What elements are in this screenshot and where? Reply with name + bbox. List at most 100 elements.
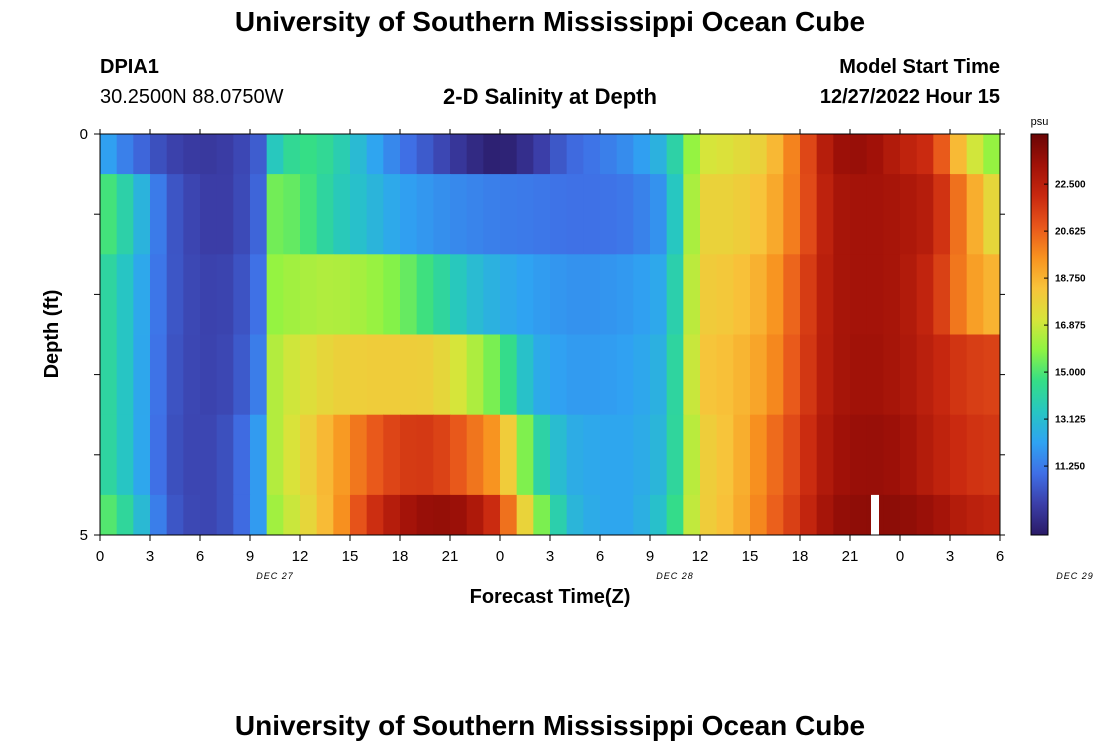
heatmap-cell xyxy=(183,414,201,496)
heatmap-cell xyxy=(883,254,901,335)
heatmap-cell xyxy=(700,494,718,535)
heatmap-cell xyxy=(766,254,784,335)
heatmap-cells xyxy=(100,134,1000,535)
heatmap-cell xyxy=(383,334,401,416)
x-tick-label: 9 xyxy=(646,548,654,565)
heatmap-cell xyxy=(833,494,851,535)
heatmap-cell xyxy=(333,414,351,496)
heatmap-cell xyxy=(716,494,734,535)
heatmap-cell xyxy=(783,134,801,175)
heatmap-cell xyxy=(483,414,501,496)
heatmap-cell xyxy=(750,174,768,255)
x-tick-label: 9 xyxy=(246,548,254,565)
heatmap-cell xyxy=(166,494,184,535)
heatmap-cell xyxy=(266,134,284,175)
heatmap-cell xyxy=(600,174,618,255)
heatmap-cell xyxy=(483,494,501,535)
heatmap-cell xyxy=(800,334,818,416)
colorbar-tick-label: 18.750 xyxy=(1055,274,1086,285)
heatmap-cell xyxy=(783,254,801,335)
heatmap-cell xyxy=(433,254,451,335)
heatmap-cell xyxy=(316,254,334,335)
heatmap-cell xyxy=(550,494,568,535)
heatmap-cell xyxy=(766,334,784,416)
heatmap-cell xyxy=(750,334,768,416)
heatmap-cell xyxy=(250,494,268,535)
heatmap-cell xyxy=(200,414,218,496)
heatmap-cell xyxy=(666,334,684,416)
heatmap-cell xyxy=(816,334,834,416)
heatmap-cell xyxy=(400,414,418,496)
heatmap-cell xyxy=(683,494,701,535)
colorbar-tick-label: 16.875 xyxy=(1055,321,1086,332)
heatmap-cell xyxy=(483,134,501,175)
heatmap-cell xyxy=(766,174,784,255)
heatmap-cell xyxy=(750,494,768,535)
heatmap-cell xyxy=(366,334,384,416)
heatmap-cell xyxy=(533,334,551,416)
heatmap-cell xyxy=(483,174,501,255)
heatmap-cell xyxy=(116,334,134,416)
heatmap-cell xyxy=(233,334,251,416)
heatmap-cell xyxy=(900,494,918,535)
x-tick-label: 0 xyxy=(96,548,104,565)
heatmap-cell xyxy=(583,134,601,175)
heatmap-cell xyxy=(166,254,184,335)
heatmap-cell xyxy=(383,494,401,535)
heatmap-cell xyxy=(733,254,751,335)
heatmap-cell xyxy=(683,414,701,496)
heatmap-cell xyxy=(433,414,451,496)
heatmap-cell xyxy=(416,134,434,175)
heatmap-cell xyxy=(716,134,734,175)
heatmap-cell xyxy=(450,334,468,416)
model-start-label: Model Start Time xyxy=(839,56,1000,78)
heatmap-cell xyxy=(433,174,451,255)
heatmap-cell xyxy=(550,334,568,416)
heatmap-cell xyxy=(866,414,884,496)
heatmap-cell xyxy=(116,134,134,175)
heatmap-cell xyxy=(550,414,568,496)
heatmap-cell xyxy=(216,494,234,535)
heatmap-cell xyxy=(233,494,251,535)
heatmap-cell xyxy=(783,414,801,496)
heatmap-cell xyxy=(333,134,351,175)
heatmap-cell xyxy=(983,494,1000,535)
heatmap-cell xyxy=(650,334,668,416)
heatmap-cell xyxy=(150,174,168,255)
heatmap-cell xyxy=(716,254,734,335)
heatmap-cell xyxy=(733,134,751,175)
heatmap-cell xyxy=(800,174,818,255)
heatmap-cell xyxy=(850,334,868,416)
heatmap-cell xyxy=(266,254,284,335)
heatmap-cell xyxy=(816,494,834,535)
heatmap-cell xyxy=(250,254,268,335)
heatmap-cell xyxy=(666,414,684,496)
heatmap-cell xyxy=(883,494,901,535)
heatmap-cell xyxy=(600,134,618,175)
heatmap-cell xyxy=(566,254,584,335)
heatmap-cell xyxy=(616,174,634,255)
heatmap-cell xyxy=(650,174,668,255)
heatmap-cell xyxy=(950,254,968,335)
heatmap-cell xyxy=(666,134,684,175)
heatmap-cell xyxy=(283,494,301,535)
heatmap-cell xyxy=(733,174,751,255)
heatmap-cell xyxy=(116,174,134,255)
heatmap-cell xyxy=(633,334,651,416)
heatmap-cell xyxy=(250,134,268,175)
heatmap-cell xyxy=(750,414,768,496)
colorbar-tick-label: 11.250 xyxy=(1055,462,1085,473)
x-tick-label: 21 xyxy=(442,548,459,565)
heatmap-cell xyxy=(183,494,201,535)
heatmap-cell xyxy=(383,254,401,335)
heatmap-cell xyxy=(533,414,551,496)
x-tick-label: 3 xyxy=(946,548,954,565)
heatmap-cell xyxy=(166,134,184,175)
heatmap-cell xyxy=(550,134,568,175)
heatmap-cell xyxy=(450,174,468,255)
heatmap-cell xyxy=(633,494,651,535)
heatmap-cell xyxy=(233,254,251,335)
heatmap-cell xyxy=(216,414,234,496)
colorbar-bar xyxy=(1030,133,1049,536)
heatmap-cell xyxy=(616,334,634,416)
